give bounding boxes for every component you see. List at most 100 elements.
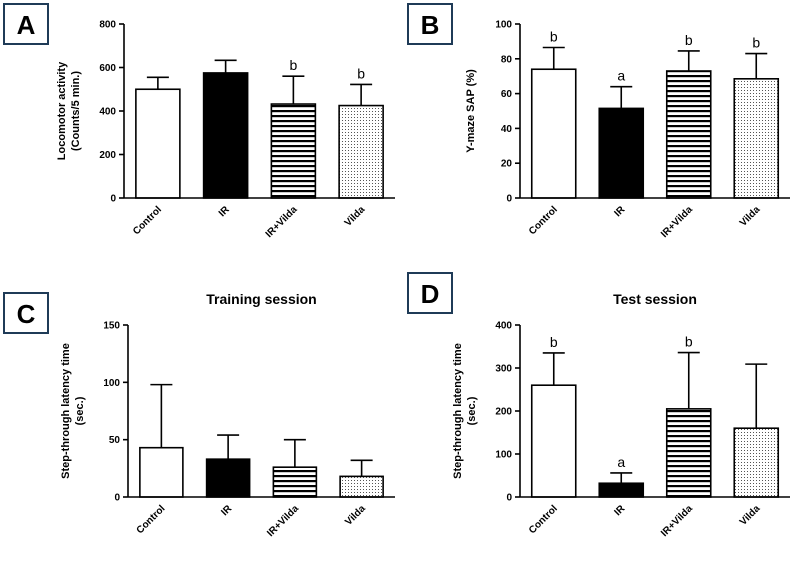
y-tick-label: 0 xyxy=(110,194,116,205)
category-label-ir: IR xyxy=(219,503,234,518)
significance-label-ir: a xyxy=(617,454,625,470)
category-label-control: Control xyxy=(527,503,560,536)
bar-ir xyxy=(598,482,645,498)
y-axis-label: (sec.) xyxy=(74,396,86,425)
y-tick-label: 300 xyxy=(495,364,512,375)
category-label-vilda: Vilda xyxy=(343,204,368,229)
error-bar-ir xyxy=(217,434,240,460)
error-bar-ir-vilda xyxy=(283,438,306,468)
y-tick-label: 0 xyxy=(506,493,512,504)
y-tick-label: 400 xyxy=(495,321,512,332)
panel-label-box-d xyxy=(407,272,453,314)
category-label-vilda: Vilda xyxy=(738,204,763,229)
panel-label-a: A xyxy=(3,3,49,45)
bar-control xyxy=(135,88,181,199)
y-tick-label: 0 xyxy=(506,194,512,205)
chart-locomotor-activity: Control IR b IR+Vilda b Vilda 0 200 400 600 800 Loc… xyxy=(56,20,395,240)
bar-vilda xyxy=(733,427,780,498)
category-label-ir: IR xyxy=(217,204,232,219)
y-tick-label: 600 xyxy=(99,63,116,74)
panel-label-box-c xyxy=(3,292,49,334)
error-bar-control xyxy=(542,352,565,386)
y-axis-label: (Counts/5 min.) xyxy=(70,71,82,151)
y-tick-label: 200 xyxy=(495,407,512,418)
error-bar-control xyxy=(542,46,565,70)
bar-ir-vilda xyxy=(272,466,318,498)
category-label-vilda: Vilda xyxy=(343,503,368,528)
error-bar-vilda xyxy=(350,459,373,477)
error-bar-ir-vilda xyxy=(677,351,700,409)
y-tick-label: 80 xyxy=(501,54,513,65)
error-bar-vilda xyxy=(745,363,768,429)
significance-label-ir-vilda: b xyxy=(685,334,693,350)
y-tick-label: 0 xyxy=(114,493,120,504)
error-bar-control xyxy=(146,76,169,90)
bar-vilda xyxy=(339,475,384,498)
significance-label-control: b xyxy=(550,28,558,44)
significance-label-ir-vilda: b xyxy=(685,32,693,48)
error-bar-ir xyxy=(610,85,633,109)
category-label-control: Control xyxy=(527,204,560,237)
error-bar-ir-vilda xyxy=(282,75,305,105)
bar-control xyxy=(530,384,577,498)
panel-label-box-a xyxy=(3,3,49,45)
y-tick-label: 20 xyxy=(501,159,513,170)
category-label-ir-vilda: IR+Vilda xyxy=(265,503,301,539)
error-bar-control xyxy=(150,383,173,448)
y-tick-label: 50 xyxy=(109,435,121,446)
y-tick-label: 60 xyxy=(501,89,513,100)
y-axis-label: Y-maze SAP (%) xyxy=(465,69,477,153)
y-axis-label: (sec.) xyxy=(466,396,478,425)
panel-label-box-b xyxy=(407,3,453,45)
category-label-ir-vilda: IR+Vilda xyxy=(659,204,695,240)
bar-ir-vilda xyxy=(665,408,712,498)
chart-title: Test session xyxy=(613,291,697,307)
significance-label-ir-vilda: b xyxy=(289,57,297,73)
significance-label-ir: a xyxy=(617,68,625,84)
category-label-ir-vilda: IR+Vilda xyxy=(264,204,300,240)
error-bar-vilda xyxy=(745,52,768,79)
bar-ir-vilda xyxy=(270,103,317,199)
y-tick-label: 100 xyxy=(103,378,120,389)
bar-control xyxy=(139,446,184,498)
bar-ir xyxy=(202,72,249,199)
bar-ir-vilda xyxy=(665,70,712,199)
chart-test-session: Test session b Control a IR b IR+Vilda Vilda 0 10… xyxy=(452,291,790,539)
y-tick-label: 100 xyxy=(495,20,512,31)
panel-label-text-d: D xyxy=(421,279,440,309)
category-label-ir: IR xyxy=(613,204,628,219)
bar-vilda xyxy=(733,78,780,199)
bar-ir xyxy=(205,458,251,498)
category-label-control: Control xyxy=(131,204,164,237)
significance-label-vilda: b xyxy=(357,65,365,81)
category-label-ir-vilda: IR+Vilda xyxy=(659,503,695,539)
y-tick-label: 800 xyxy=(99,20,116,31)
significance-label-control: b xyxy=(550,334,558,350)
chart-title: Training session xyxy=(206,291,316,307)
y-tick-label: 200 xyxy=(99,150,116,161)
y-axis-label: Locomotor activity xyxy=(56,61,68,160)
significance-label-vilda: b xyxy=(752,35,760,51)
chart-y-maze-sap: b Control a IR b IR+Vilda b Vilda 0 20 40 60 80 100 Y-… xyxy=(465,20,790,240)
category-label-ir: IR xyxy=(613,503,628,518)
y-axis-label: Step-through latency time xyxy=(452,343,464,479)
bar-ir xyxy=(598,107,645,199)
error-bar-ir-vilda xyxy=(677,50,700,71)
error-bar-ir xyxy=(214,59,237,73)
y-axis-label: Step-through latency time xyxy=(60,343,72,479)
y-tick-label: 150 xyxy=(103,321,120,332)
error-bar-ir xyxy=(610,472,633,484)
panel-label-c: C xyxy=(3,292,49,334)
error-bar-vilda xyxy=(350,83,373,106)
panel-label-text-c: C xyxy=(17,299,36,329)
category-label-control: Control xyxy=(135,503,168,536)
panel-label-d: D xyxy=(407,272,453,314)
bar-control xyxy=(530,68,577,199)
panel-label-text-b: B xyxy=(421,10,440,40)
bar-vilda xyxy=(338,104,384,199)
y-tick-label: 400 xyxy=(99,107,116,118)
y-tick-label: 100 xyxy=(495,450,512,461)
chart-training-session: Training session Control IR IR+Vilda Vilda 0 5… xyxy=(60,291,395,539)
y-tick-label: 40 xyxy=(501,124,513,135)
